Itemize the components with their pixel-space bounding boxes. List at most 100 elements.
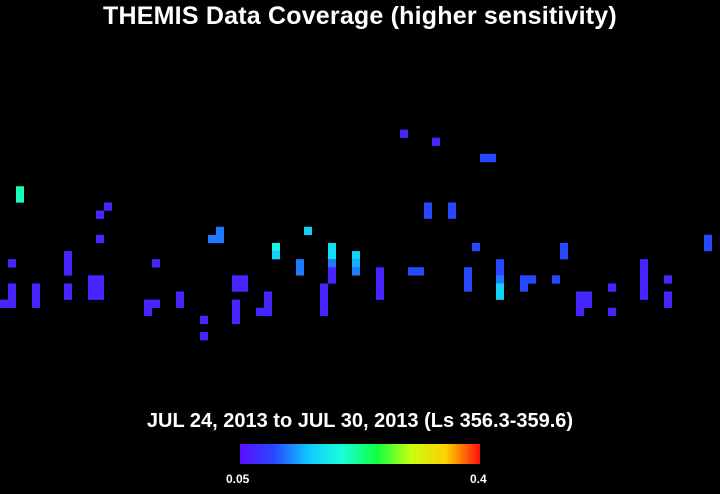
coverage-cell [376,267,384,276]
coverage-cell [704,234,712,244]
coverage-cell [152,299,160,308]
coverage-cell [88,291,96,300]
coverage-cell [704,242,712,252]
coverage-cell [176,291,184,300]
coverage-cell [208,234,216,244]
coverage-cell [480,153,488,163]
coverage-cell [16,186,24,195]
coverage-cell [200,332,208,341]
coverage-cell [496,275,504,284]
coverage-cell [320,283,328,292]
coverage-cell [8,259,16,268]
coverage-cell [376,275,384,284]
coverage-cell [296,267,304,276]
coverage-cell [32,299,40,308]
coverage-cell [176,299,184,308]
coverage-cell [464,267,472,276]
coverage-cell [560,251,568,260]
coverage-cell [320,299,328,308]
coverage-cell [424,210,432,219]
coverage-cell [352,251,360,260]
coverage-cell [608,307,616,317]
coverage-cell [272,251,280,260]
coverage-cell [64,251,72,260]
coverage-cell [32,291,40,300]
chart-title: THEMIS Data Coverage (higher sensitivity… [103,2,617,30]
coverage-cell [376,283,384,292]
coverage-cell [232,315,240,325]
coverage-cell [496,267,504,276]
coverage-cell [664,299,672,308]
coverage-cell [64,291,72,300]
coverage-cell [552,275,560,284]
coverage-cell [408,267,416,276]
colorbar-max-label: 0.4 [470,472,487,486]
coverage-cell [96,283,104,292]
coverage-cell [256,307,264,317]
coverage-cell [64,283,72,292]
coverage-cell [584,299,592,308]
coverage-cell [104,202,112,211]
coverage-cell [328,275,336,284]
coverage-cell [96,275,104,284]
coverage-cell [520,283,528,292]
coverage-cell [88,283,96,292]
coverage-cell [448,210,456,219]
coverage-cell [216,234,224,244]
coverage-cell [88,275,96,284]
colorbar [240,444,480,464]
coverage-cell [664,275,672,284]
coverage-cell [240,283,248,292]
coverage-cell [64,259,72,268]
coverage-cell [640,291,648,300]
coverage-cell [216,226,224,236]
coverage-cell [640,275,648,284]
coverage-cell [520,275,528,284]
coverage-cell [296,259,304,268]
coverage-cell [496,259,504,268]
coverage-cell [232,299,240,308]
coverage-cell [232,283,240,292]
coverage-cell [640,267,648,276]
coverage-cell [272,242,280,252]
coverage-cell [328,251,336,260]
coverage-cell [376,291,384,300]
coverage-cell [640,259,648,268]
coverage-cell [576,291,584,300]
coverage-cell [640,283,648,292]
coverage-cell [0,299,8,308]
colorbar-gradient [240,444,480,464]
coverage-cell [200,315,208,325]
coverage-cell [8,291,16,300]
coverage-cell [264,307,272,317]
coverage-cell [328,259,336,268]
coverage-cell [240,275,248,284]
coverage-cell [400,129,408,138]
coverage-cell [96,210,104,219]
coverage-cell [32,283,40,292]
coverage-cell [496,283,504,292]
coverage-cell [64,267,72,276]
coverage-cell [96,291,104,300]
coverage-cell [416,267,424,276]
coverage-cell [424,202,432,211]
coverage-cell [488,153,496,163]
coverage-cell [8,283,16,292]
colorbar-min-label: 0.05 [226,472,250,486]
coverage-cell [232,307,240,317]
coverage-cell [264,299,272,308]
coverage-cell [584,291,592,300]
coverage-cell [264,291,272,300]
coverage-cell [232,275,240,284]
coverage-cell [448,202,456,211]
coverage-cell [96,234,104,244]
coverage-cell [144,299,152,308]
coverage-cell [320,291,328,300]
coverage-cell [144,307,152,317]
coverage-cell [8,299,16,308]
coverage-cell [16,194,24,203]
date-range-label: JUL 24, 2013 to JUL 30, 2013 (Ls 356.3-3… [146,410,574,432]
coverage-cell [432,137,440,146]
coverage-cell [528,275,536,284]
